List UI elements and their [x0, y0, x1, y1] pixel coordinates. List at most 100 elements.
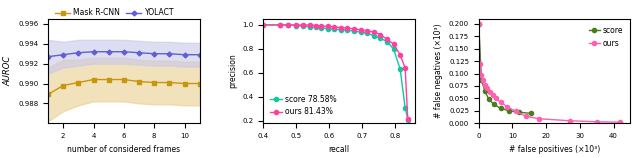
score 78.58% — [260, 24, 268, 26]
ours 81.43% — [284, 24, 292, 26]
ours — [475, 23, 483, 25]
ours 81.43% — [350, 28, 358, 30]
score 78.58% — [396, 68, 404, 70]
ours 81.43% — [370, 31, 378, 33]
ours 81.43% — [260, 24, 268, 26]
ours — [489, 94, 497, 96]
Line: ours: ours — [477, 22, 622, 124]
score 78.58% — [324, 28, 332, 30]
ours 81.43% — [401, 67, 409, 69]
YOLACT — [120, 51, 127, 53]
score 78.58% — [383, 41, 391, 43]
ours 81.43% — [317, 25, 325, 27]
Mask R-CNN — [44, 94, 52, 95]
ours 81.43% — [337, 27, 345, 29]
ours — [522, 115, 530, 117]
ours — [536, 118, 543, 120]
score — [475, 23, 483, 25]
Mask R-CNN — [135, 81, 143, 82]
YOLACT — [166, 53, 173, 55]
score 78.58% — [401, 107, 409, 109]
YOLACT — [180, 54, 188, 56]
Mask R-CNN — [120, 79, 127, 80]
ours 81.43% — [356, 29, 364, 31]
Mask R-CNN — [150, 82, 158, 83]
ours 81.43% — [376, 34, 384, 36]
score 78.58% — [306, 26, 314, 28]
ours — [504, 106, 511, 108]
score 78.58% — [317, 27, 325, 29]
ours 81.43% — [344, 27, 351, 29]
score — [505, 110, 513, 112]
YOLACT — [44, 56, 52, 58]
YOLACT — [74, 52, 82, 54]
YOLACT — [150, 53, 158, 55]
score 78.58% — [404, 119, 412, 121]
score 78.58% — [284, 24, 292, 26]
ours 81.43% — [404, 118, 412, 120]
ours 81.43% — [312, 25, 320, 27]
ours — [492, 97, 500, 99]
ours 81.43% — [383, 38, 391, 40]
Legend: score, ours: score, ours — [586, 23, 627, 51]
Mask R-CNN — [74, 82, 82, 83]
score — [481, 90, 489, 92]
score 78.58% — [330, 28, 338, 30]
score 78.58% — [337, 29, 345, 31]
ours — [476, 63, 484, 65]
score 78.58% — [292, 25, 300, 27]
Mask R-CNN — [60, 85, 67, 86]
ours — [479, 79, 486, 80]
score 78.58% — [299, 25, 307, 27]
ours 81.43% — [292, 24, 300, 26]
ours 81.43% — [390, 43, 397, 45]
Line: ours 81.43%: ours 81.43% — [261, 23, 410, 121]
Mask R-CNN — [90, 79, 97, 80]
ours — [481, 84, 489, 85]
score — [490, 103, 498, 105]
score — [485, 98, 493, 100]
score 78.58% — [356, 31, 364, 33]
X-axis label: recall: recall — [328, 145, 350, 154]
ours — [512, 110, 520, 112]
Y-axis label: AUROC: AUROC — [3, 56, 12, 86]
ours — [593, 121, 600, 123]
Y-axis label: precision: precision — [228, 54, 237, 88]
score 78.58% — [344, 29, 351, 31]
Line: YOLACT: YOLACT — [46, 50, 202, 58]
YOLACT — [60, 54, 67, 56]
ours 81.43% — [330, 26, 338, 28]
YOLACT — [105, 51, 113, 53]
score — [477, 79, 485, 80]
ours — [566, 120, 573, 122]
score — [527, 112, 535, 114]
score 78.58% — [350, 30, 358, 32]
Legend: score 78.58%, ours 81.43%: score 78.58%, ours 81.43% — [267, 91, 339, 119]
score 78.58% — [370, 35, 378, 37]
Mask R-CNN — [105, 79, 113, 80]
Mask R-CNN — [196, 83, 204, 85]
ours 81.43% — [324, 25, 332, 27]
ours — [486, 91, 493, 93]
score 78.58% — [390, 48, 397, 50]
score — [515, 111, 523, 113]
Line: score 78.58%: score 78.58% — [261, 23, 410, 122]
ours 81.43% — [306, 24, 314, 26]
ours 81.43% — [396, 54, 404, 56]
Line: Mask R-CNN: Mask R-CNN — [46, 78, 202, 96]
YOLACT — [196, 54, 204, 56]
Y-axis label: # false negatives (×10³): # false negatives (×10³) — [434, 24, 444, 118]
score 78.58% — [364, 32, 371, 34]
Mask R-CNN — [180, 83, 188, 85]
ours — [497, 101, 504, 103]
ours — [477, 74, 485, 76]
YOLACT — [135, 52, 143, 54]
Legend: Mask R-CNN, YOLACT: Mask R-CNN, YOLACT — [52, 5, 177, 21]
score 78.58% — [312, 26, 320, 28]
ours 81.43% — [299, 24, 307, 26]
score 78.58% — [276, 24, 284, 26]
Line: score: score — [477, 22, 533, 115]
score — [497, 107, 504, 109]
X-axis label: number of considered frames: number of considered frames — [67, 145, 180, 154]
ours — [616, 121, 624, 123]
